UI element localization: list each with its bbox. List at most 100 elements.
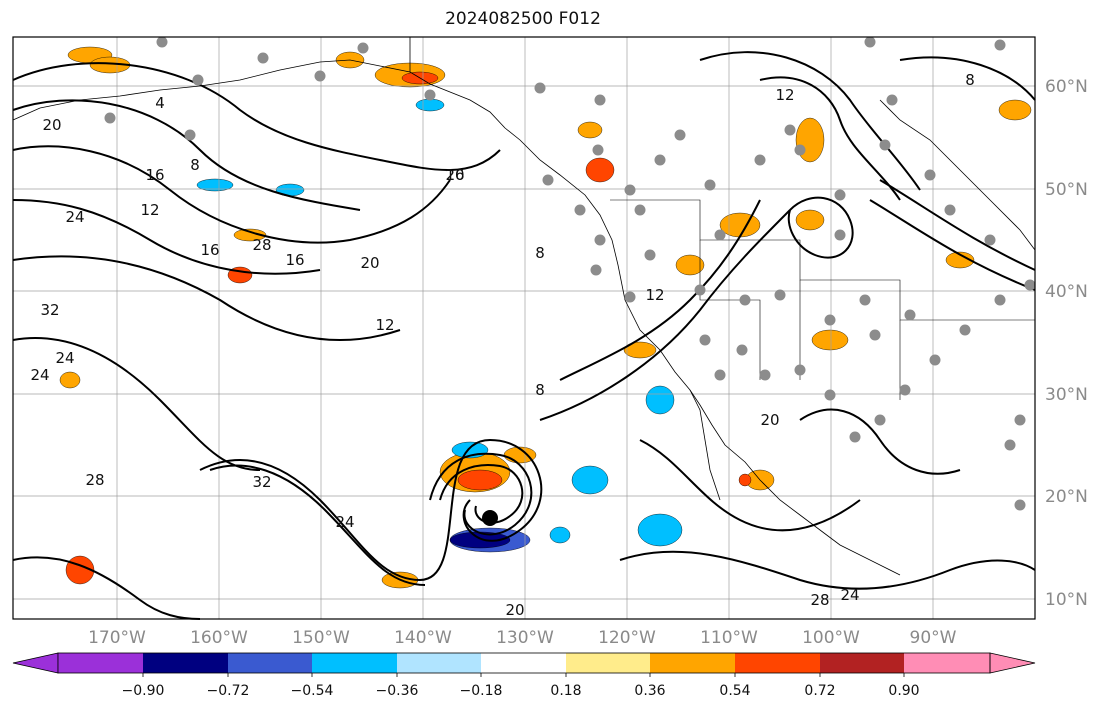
- station-dot: [874, 414, 886, 426]
- longitude-tick-label: 170°W: [88, 628, 146, 648]
- station-dot: [1024, 279, 1036, 291]
- contour-label: 28: [252, 236, 271, 254]
- contour-label: 20: [42, 116, 61, 134]
- contour-label: 20: [445, 166, 464, 184]
- latitude-tick-label: 20°N: [1045, 487, 1088, 507]
- colorbar-extend-min: [12, 652, 59, 674]
- station-dot: [184, 129, 196, 141]
- shaded-blob: [549, 526, 571, 544]
- colorbar-tick-label: 0.36: [634, 683, 665, 699]
- longitude-axis: 170°W 160°W 150°W 140°W 130°W 120°W 110°W 100°W…: [88, 628, 957, 648]
- shaded-blob: [457, 469, 503, 491]
- colorbar-bin: [312, 653, 397, 673]
- shaded-blob: [945, 251, 975, 269]
- contour-label: 16: [200, 241, 219, 259]
- shaded-blob: [623, 341, 657, 359]
- contour-label: 20: [505, 601, 524, 619]
- station-dot: [714, 229, 726, 241]
- station-dot: [754, 154, 766, 166]
- station-dot: [534, 82, 546, 94]
- station-dot: [864, 36, 876, 48]
- longitude-tick-label: 110°W: [700, 628, 758, 648]
- station-dot: [904, 309, 916, 321]
- station-dot: [869, 329, 881, 341]
- contour-label: 24: [55, 349, 74, 367]
- station-dot: [634, 204, 646, 216]
- longitude-tick-label: 130°W: [496, 628, 554, 648]
- colorbar-frame: [57, 652, 991, 674]
- contour-label: 8: [965, 71, 975, 89]
- station-dot: [624, 291, 636, 303]
- station-dot: [156, 36, 168, 48]
- station-dot: [784, 124, 796, 136]
- graticule: [13, 37, 1035, 619]
- station-dot: [924, 169, 936, 181]
- shaded-blob: [811, 329, 849, 351]
- shaded-blob: [637, 513, 683, 547]
- contour-label: 8: [535, 244, 545, 262]
- colorbar-bin: [397, 653, 481, 673]
- longitude-tick-label: 120°W: [598, 628, 656, 648]
- contour-label: 8: [190, 156, 200, 174]
- colorbar-tick-label: −0.72: [207, 683, 250, 699]
- contour-label: 16: [285, 251, 304, 269]
- colorbar-bin: [904, 653, 990, 673]
- contour-label: 12: [775, 86, 794, 104]
- latitude-tick-label: 50°N: [1045, 180, 1088, 200]
- contour-label: 4: [155, 94, 165, 112]
- shaded-blob: [196, 178, 234, 192]
- station-dot: [674, 129, 686, 141]
- colorbar-tick-label: 0.54: [719, 683, 750, 699]
- station-dot: [794, 364, 806, 376]
- colorbar-tick-label: −0.18: [460, 683, 503, 699]
- contour-label: 32: [40, 301, 59, 319]
- station-dot: [314, 70, 326, 82]
- colorbar-bin: [228, 653, 312, 673]
- contour-label: 24: [335, 513, 354, 531]
- station-dot: [859, 294, 871, 306]
- shaded-blob: [233, 228, 267, 242]
- colorbar-tick-label: −0.54: [291, 683, 334, 699]
- station-dot: [794, 144, 806, 156]
- latitude-tick-label: 30°N: [1045, 385, 1088, 405]
- contour-lines: [12, 51, 1036, 620]
- station-dot: [886, 94, 898, 106]
- station-dot: [594, 94, 606, 106]
- shaded-blob: [415, 98, 445, 112]
- longitude-tick-label: 100°W: [802, 628, 860, 648]
- station-dot: [824, 389, 836, 401]
- colorbar-bin: [58, 653, 143, 673]
- latitude-axis: 60°N 50°N 40°N 30°N 20°N 10°N: [1045, 77, 1088, 610]
- station-dot: [624, 184, 636, 196]
- longitude-tick-label: 140°W: [394, 628, 452, 648]
- station-dot: [590, 264, 602, 276]
- map-frame: [12, 36, 1036, 620]
- colorbar: −0.90 −0.72 −0.54 −0.36 −0.18 0.18 0.36 0.54 0.7…: [12, 652, 1036, 699]
- station-dot: [257, 52, 269, 64]
- station-dot: [994, 39, 1006, 51]
- latitude-tick-label: 40°N: [1045, 282, 1088, 302]
- station-dot: [834, 229, 846, 241]
- station-dot: [899, 384, 911, 396]
- station-dot: [192, 74, 204, 86]
- colorbar-tick-label: 0.90: [888, 683, 919, 699]
- contour-label: 8: [535, 381, 545, 399]
- colorbar-tick-label: −0.90: [122, 683, 165, 699]
- coastlines: [12, 37, 1036, 576]
- shaded-blob: [577, 121, 603, 139]
- shaded-anomaly-areas: [59, 46, 1032, 589]
- contour-label: 20: [760, 411, 779, 429]
- station-dot: [759, 369, 771, 381]
- station-dot: [984, 234, 996, 246]
- shaded-blob: [645, 385, 675, 415]
- station-dot: [714, 369, 726, 381]
- colorbar-bin: [820, 653, 904, 673]
- station-dot: [594, 234, 606, 246]
- contour-label: 24: [840, 586, 859, 604]
- figure-title: 2024082500 F012: [445, 9, 601, 29]
- shaded-blob: [59, 371, 81, 389]
- shaded-blob: [738, 473, 752, 487]
- contour-label: 12: [375, 316, 394, 334]
- station-dot: [644, 249, 656, 261]
